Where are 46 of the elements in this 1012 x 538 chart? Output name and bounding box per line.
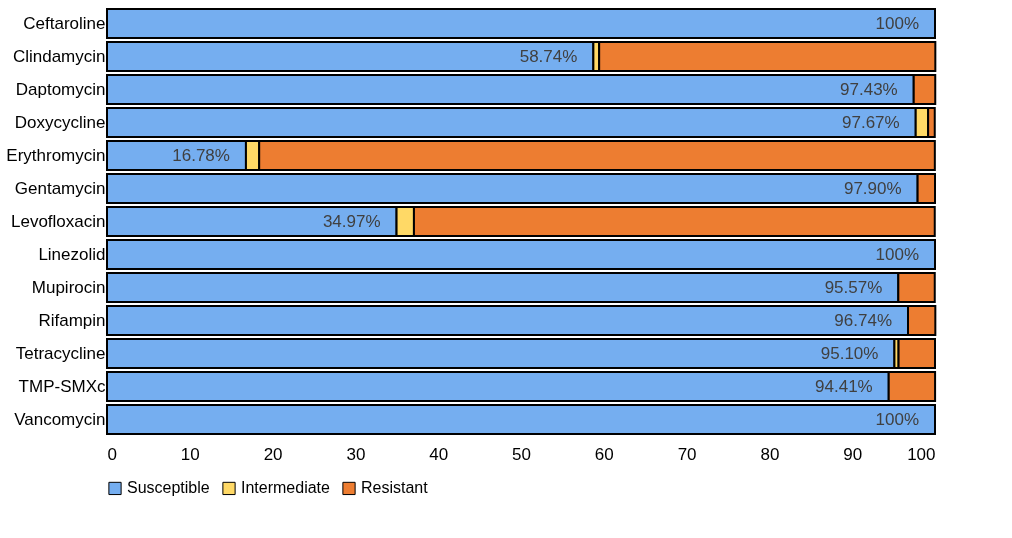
x-tick-label: 80	[760, 444, 780, 464]
data-label: 100%	[875, 409, 919, 429]
x-tick-label: 0	[107, 444, 117, 464]
y-tick-label: Gentamycin	[14, 178, 106, 198]
y-tick-label: Ceftaroline	[23, 13, 106, 33]
x-tick-label: 50	[512, 444, 531, 464]
x-tick-label: 70	[677, 444, 697, 464]
y-tick-label: Clindamycin	[12, 46, 106, 66]
x-tick-label: 90	[843, 444, 863, 464]
x-tick-label: 10	[180, 444, 200, 464]
legend-label: Intermediate	[241, 479, 331, 497]
data-label: 100%	[875, 244, 919, 264]
data-label: 58.74%	[519, 46, 578, 66]
legend-label: Susceptible	[127, 479, 210, 497]
data-label: 16.78%	[172, 145, 230, 165]
data-label: 34.97%	[322, 211, 381, 231]
bar	[106, 338, 896, 369]
bar	[106, 8, 936, 39]
legend-label: Resistant	[361, 479, 429, 497]
y-tick-label: Doxycycline	[14, 112, 106, 132]
x-tick-label: 40	[429, 444, 449, 464]
data-label: 97.90%	[843, 178, 902, 198]
y-tick-label: Vancomycin	[14, 409, 106, 429]
data-label: 97.43%	[840, 79, 898, 99]
data-label: 94.41%	[815, 376, 873, 396]
y-tick-label: Mupirocin	[31, 277, 106, 297]
y-tick-label: Daptomycin	[15, 79, 106, 99]
x-tick-label: 30	[346, 444, 366, 464]
y-tick-label: Linezolid	[38, 244, 106, 264]
data-label: 95.10%	[820, 343, 879, 363]
x-tick-label: 60	[594, 444, 614, 464]
y-tick-label: Tetracycline	[15, 343, 106, 363]
data-label: 95.57%	[824, 277, 883, 297]
bar	[106, 239, 936, 270]
y-tick-label: Erythromycin	[6, 145, 106, 165]
data-label: 96.74%	[834, 310, 893, 330]
bar	[897, 338, 936, 369]
y-tick-label: Levofloxacin	[10, 211, 106, 231]
y-tick-label: Rifampin	[38, 310, 106, 330]
x-tick-label: 20	[263, 444, 283, 464]
y-tick-label: TMP-SMXc	[18, 376, 106, 396]
data-label: 97.67%	[842, 112, 900, 132]
bar	[106, 41, 595, 72]
data-label: 100%	[875, 13, 919, 33]
x-tick-label: 100	[907, 444, 936, 464]
bar	[106, 404, 936, 435]
